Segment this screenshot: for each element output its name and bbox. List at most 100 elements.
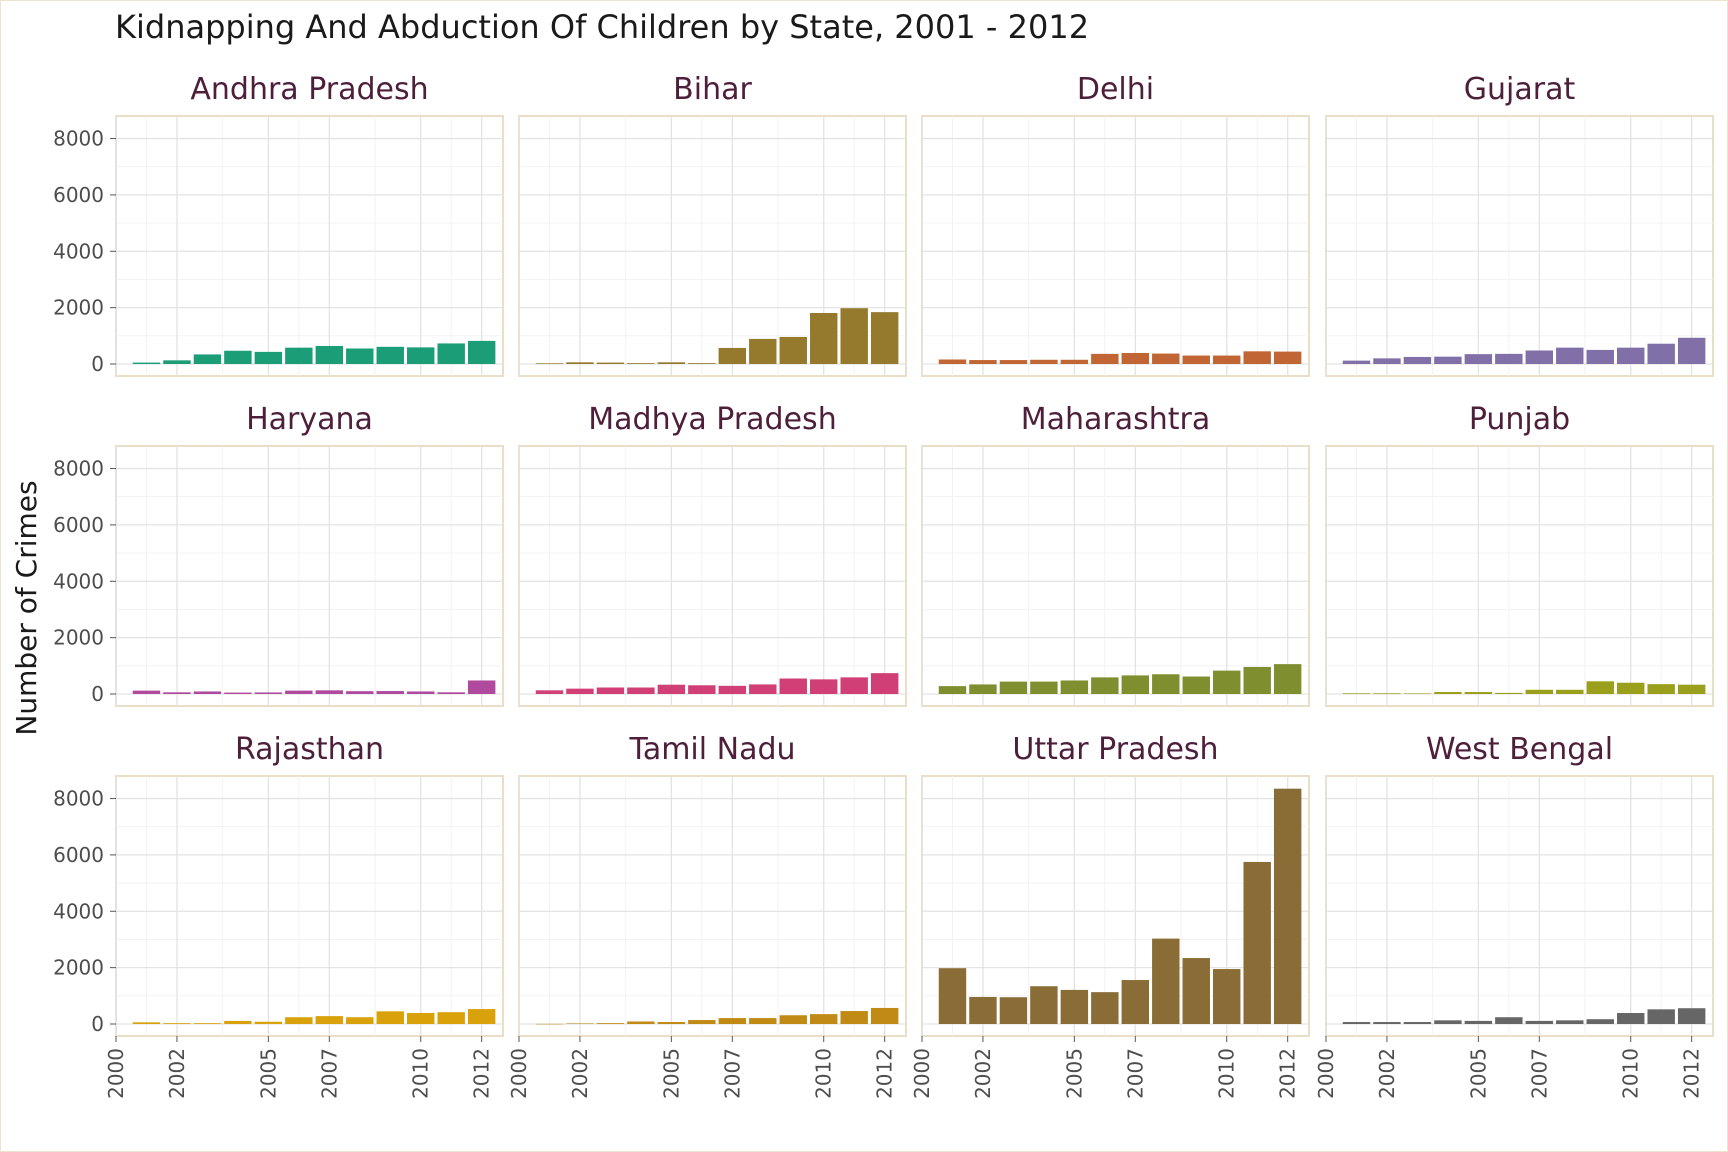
x-tick-label: 2012 <box>470 1048 494 1099</box>
bar-bihar-2004 <box>627 363 655 364</box>
bar-bihar-2006 <box>688 363 716 364</box>
bar-maharashtra-2011 <box>1243 666 1271 694</box>
y-tick-label: 6000 <box>53 843 104 867</box>
bar-bihar-2010 <box>810 312 838 364</box>
bar-punjab-2011 <box>1647 684 1675 694</box>
bar-madhya-pradesh-2001 <box>535 690 564 694</box>
bar-uttar-pradesh-2011 <box>1243 861 1271 1024</box>
bar-rajasthan-2010 <box>407 1013 435 1024</box>
bar-west-bengal-2004 <box>1434 1020 1462 1024</box>
y-tick-label: 0 <box>91 1012 104 1036</box>
panel-background <box>1325 445 1714 707</box>
bar-punjab-2002 <box>1373 693 1401 694</box>
bar-punjab-2009 <box>1586 681 1614 694</box>
bar-rajasthan-2007 <box>315 1016 344 1024</box>
panel-background <box>1325 775 1714 1037</box>
bar-gujarat-2008 <box>1556 347 1584 364</box>
bar-maharashtra-2004 <box>1030 681 1058 694</box>
bar-tamil-nadu-2007 <box>718 1018 747 1024</box>
bar-gujarat-2009 <box>1586 349 1614 364</box>
bar-maharashtra-2010 <box>1213 670 1241 694</box>
bar-punjab-2012 <box>1677 684 1706 694</box>
bar-andhra-pradesh-2009 <box>376 346 404 364</box>
bar-delhi-2002 <box>969 360 997 364</box>
bar-rajasthan-2004 <box>224 1020 252 1024</box>
x-tick-label: 2007 <box>720 1048 744 1099</box>
bar-tamil-nadu-2011 <box>840 1011 868 1024</box>
bar-delhi-2009 <box>1182 355 1210 364</box>
bar-tamil-nadu-2008 <box>749 1018 777 1024</box>
bar-tamil-nadu-2006 <box>688 1020 716 1024</box>
bar-haryana-2005 <box>254 692 283 694</box>
panel-title: Gujarat <box>1464 72 1576 107</box>
bar-gujarat-2007 <box>1525 350 1554 364</box>
y-tick-label: 0 <box>91 682 104 706</box>
bar-bihar-2011 <box>840 308 868 364</box>
x-tick-label: 2002 <box>568 1048 592 1099</box>
bar-haryana-2004 <box>224 692 252 694</box>
bar-delhi-2008 <box>1152 353 1180 364</box>
bar-haryana-2006 <box>285 690 313 694</box>
bar-andhra-pradesh-2008 <box>346 348 374 364</box>
bar-west-bengal-2002 <box>1373 1022 1401 1024</box>
bar-rajasthan-2005 <box>254 1021 283 1024</box>
y-tick-label: 6000 <box>53 183 104 207</box>
x-tick-label: 2012 <box>1680 1048 1704 1099</box>
bar-delhi-2004 <box>1030 359 1058 364</box>
bar-andhra-pradesh-2007 <box>315 345 344 364</box>
x-tick-label: 2002 <box>1375 1048 1399 1099</box>
bar-tamil-nadu-2002 <box>566 1023 594 1024</box>
bar-west-bengal-2001 <box>1342 1022 1371 1024</box>
bar-delhi-2006 <box>1091 353 1119 364</box>
bar-tamil-nadu-2012 <box>870 1007 899 1024</box>
x-tick-label: 2010 <box>1619 1048 1643 1099</box>
bar-haryana-2003 <box>193 691 222 694</box>
panel-title: Uttar Pradesh <box>1012 732 1218 767</box>
bar-maharashtra-2009 <box>1182 676 1210 694</box>
panel-haryana: Haryana 0 2000 4000 6000 8000 <box>53 402 504 707</box>
bar-gujarat-2011 <box>1647 343 1675 364</box>
panel-title: Tamil Nadu <box>628 732 795 767</box>
bar-haryana-2010 <box>407 691 435 694</box>
bar-bihar-2003 <box>596 362 625 364</box>
y-axis-label: Number of Crimes <box>10 480 43 735</box>
panel-title: Punjab <box>1469 402 1570 437</box>
y-tick-label: 4000 <box>53 239 104 263</box>
panel-background <box>115 775 504 1037</box>
x-tick-label: 2007 <box>317 1048 341 1099</box>
bar-delhi-2003 <box>999 360 1028 364</box>
panel-punjab: Punjab <box>1325 402 1714 707</box>
bar-gujarat-2002 <box>1373 358 1401 364</box>
panel-background <box>1325 115 1714 377</box>
panel-title: Rajasthan <box>235 732 384 767</box>
bar-punjab-2001 <box>1342 693 1371 694</box>
bar-rajasthan-2006 <box>285 1017 313 1024</box>
bar-gujarat-2012 <box>1677 337 1706 364</box>
y-tick-label: 0 <box>91 352 104 376</box>
bar-west-bengal-2008 <box>1556 1020 1584 1024</box>
bar-madhya-pradesh-2006 <box>688 685 716 694</box>
bar-rajasthan-2011 <box>437 1012 465 1024</box>
bar-uttar-pradesh-2008 <box>1152 938 1180 1024</box>
y-tick-label: 8000 <box>53 787 104 811</box>
bar-gujarat-2006 <box>1495 353 1523 364</box>
panel-title: West Bengal <box>1426 732 1613 767</box>
panel-andhra-pradesh: Andhra Pradesh 0 2000 4000 6000 8000 <box>53 72 504 377</box>
y-tick-label: 4000 <box>53 569 104 593</box>
y-tick-label: 2000 <box>53 296 104 320</box>
panel-maharashtra: Maharashtra <box>921 402 1310 707</box>
bar-gujarat-2004 <box>1434 356 1462 364</box>
panel-title: Delhi <box>1077 72 1154 107</box>
bar-delhi-2011 <box>1243 351 1271 364</box>
bar-west-bengal-2010 <box>1617 1013 1645 1024</box>
bar-gujarat-2010 <box>1617 347 1645 364</box>
bar-haryana-2002 <box>163 692 191 694</box>
bar-bihar-2005 <box>657 362 686 364</box>
bar-uttar-pradesh-2001 <box>938 968 967 1024</box>
bar-punjab-2008 <box>1556 689 1584 694</box>
bar-tamil-nadu-2001 <box>535 1023 564 1025</box>
bar-maharashtra-2003 <box>999 681 1028 694</box>
x-tick-label: 2000 <box>507 1048 531 1099</box>
